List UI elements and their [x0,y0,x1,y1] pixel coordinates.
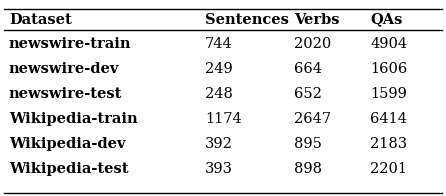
Text: 744: 744 [205,37,233,51]
Text: 392: 392 [205,137,233,151]
Text: Wikipedia-dev: Wikipedia-dev [9,137,125,151]
Text: newswire-dev: newswire-dev [9,62,119,76]
Text: Wikipedia-train: Wikipedia-train [9,112,137,126]
Text: 393: 393 [205,162,233,176]
Text: newswire-test: newswire-test [9,87,122,101]
Text: 6414: 6414 [370,112,407,126]
Text: 2183: 2183 [370,137,407,151]
Text: QAs: QAs [370,13,403,27]
Text: 248: 248 [205,87,233,101]
Text: 1174: 1174 [205,112,242,126]
Text: 249: 249 [205,62,233,76]
Text: Verbs: Verbs [294,13,340,27]
Text: Dataset: Dataset [9,13,72,27]
Text: 2020: 2020 [294,37,332,51]
Text: 1606: 1606 [370,62,408,76]
Text: 898: 898 [294,162,322,176]
Text: 4904: 4904 [370,37,407,51]
Text: 652: 652 [294,87,322,101]
Text: 664: 664 [294,62,322,76]
Text: 2201: 2201 [370,162,407,176]
Text: newswire-train: newswire-train [9,37,132,51]
Text: 1599: 1599 [370,87,407,101]
Text: Sentences: Sentences [205,13,289,27]
Text: 895: 895 [294,137,322,151]
Text: Wikipedia-test: Wikipedia-test [9,162,128,176]
Text: 2647: 2647 [294,112,331,126]
